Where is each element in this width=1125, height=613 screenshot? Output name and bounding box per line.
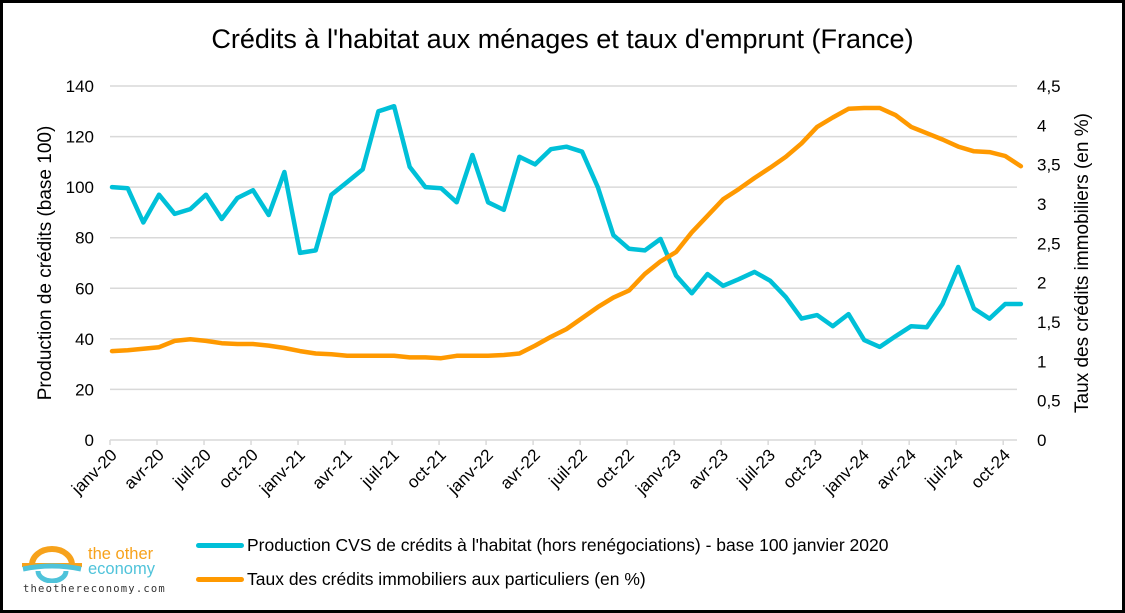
x-tick-label: avr-23 [684, 445, 732, 493]
x-tick-label: avr-22 [496, 445, 544, 493]
x-tick-label: oct-23 [779, 445, 826, 492]
x-tick-label: juil-23 [733, 445, 779, 491]
y-tick-label-right: 0 [1037, 431, 1046, 450]
y-tick-label-left: 120 [66, 128, 94, 147]
y-tick-label-right: 3,5 [1037, 156, 1061, 175]
x-tick-label: janv-20 [67, 445, 121, 499]
x-tick-label: janv-24 [819, 445, 873, 499]
legend-item-taux: Taux des crédits immobiliers aux particu… [196, 569, 646, 590]
y-tick-label-left: 0 [85, 431, 94, 450]
x-tick-label: avr-20 [120, 445, 168, 493]
y-axis-title-right: Taux des crédits immobiliers (en %) [1072, 113, 1093, 413]
y-tick-label-right: 2,5 [1037, 234, 1061, 253]
y-axis-title-left: Production de crédits (base 100) [35, 126, 56, 401]
legend-label-production: Production CVS de crédits à l'habitat (h… [247, 535, 888, 556]
y-tick-label-right: 3 [1037, 195, 1046, 214]
series-line-production [112, 106, 1021, 347]
x-tick-label: juil-24 [921, 445, 967, 491]
logo-wordmark: the other economy [88, 547, 155, 577]
x-tick-label: juil-20 [169, 445, 215, 491]
x-tick-label: oct-24 [967, 445, 1014, 492]
x-tick-label: oct-22 [591, 445, 638, 492]
x-tick-label: avr-24 [872, 445, 920, 493]
y-axis-left: 0 20 40 60 80 100 120 140 [66, 77, 94, 450]
x-tick-label: juil-21 [357, 445, 403, 491]
y-tick-label-left: 100 [66, 178, 94, 197]
logo-url: theothereconomy.com [23, 583, 166, 595]
x-tick-label: avr-21 [308, 445, 356, 493]
legend-swatch-taux [196, 577, 244, 582]
y-tick-label-left: 60 [75, 279, 94, 298]
y-tick-label-left: 80 [75, 229, 94, 248]
y-tick-label-right: 4,5 [1037, 77, 1061, 96]
series-group [112, 106, 1021, 358]
x-tick-label: janv-23 [631, 445, 685, 499]
legend-swatch-production [196, 543, 244, 548]
x-tick-label: janv-21 [255, 445, 309, 499]
y-tick-label-right: 1,5 [1037, 313, 1061, 332]
y-tick-label-right: 2 [1037, 274, 1046, 293]
y-tick-label-left: 20 [75, 380, 94, 399]
logo-text-economy: economy [88, 560, 155, 578]
y-tick-label-right: 4 [1037, 116, 1046, 135]
logo-mark-icon [20, 545, 84, 583]
legend-item-production: Production CVS de crédits à l'habitat (h… [196, 535, 888, 556]
gridlines [110, 86, 1017, 440]
y-axis-right: 0 0,5 1 1,5 2 2,5 3 3,5 4 4,5 [1037, 77, 1061, 450]
x-tick-label: oct-20 [215, 445, 262, 492]
y-tick-label-left: 40 [75, 330, 94, 349]
x-tick-label: juil-22 [545, 445, 591, 491]
x-tick-label: janv-22 [443, 445, 497, 499]
x-tick-label: oct-21 [403, 445, 450, 492]
brand-logo: the other economy theothereconomy.com [18, 545, 168, 600]
y-tick-label-right: 1 [1037, 352, 1046, 371]
legend-label-taux: Taux des crédits immobiliers aux particu… [247, 569, 646, 590]
y-tick-label-left: 140 [66, 77, 94, 96]
y-tick-label-right: 0,5 [1037, 392, 1061, 411]
